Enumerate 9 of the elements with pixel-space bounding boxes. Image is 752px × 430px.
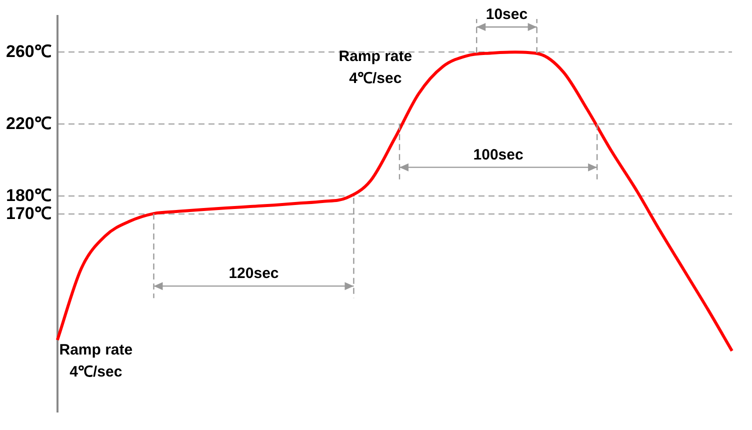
annotation: Ramp rate 4℃/sec: [338, 48, 412, 88]
annotation: 10sec: [486, 6, 528, 23]
annotation: 100sec: [473, 146, 524, 164]
annotation: Ramp rate 4℃/sec: [59, 341, 133, 380]
y-tick-label: 170℃: [6, 204, 52, 223]
y-tick-label: 260℃: [6, 42, 52, 61]
y-tick-label: 220℃: [6, 114, 52, 133]
y-tick-label: 180℃: [6, 186, 52, 205]
annotation: 120sec: [228, 265, 279, 282]
